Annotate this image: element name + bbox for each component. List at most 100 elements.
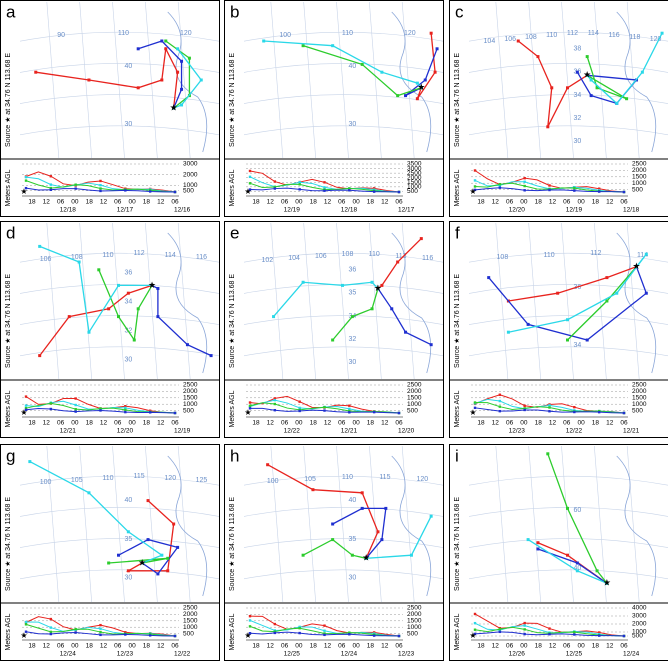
trajectory-marker [435,47,439,51]
trajectory-marker [311,488,315,492]
hour-label: 00 [128,420,136,427]
graticule [303,445,316,603]
graticule [303,1,316,159]
hour-label: 18 [86,420,94,427]
hour-label: 00 [520,643,528,650]
height-tick-label: 1500 [407,179,422,186]
height-marker [49,175,53,178]
hour-label: 06 [506,643,514,650]
panel-letter: i [455,446,459,465]
trajectory-marker [380,538,384,542]
hour-label: 18 [592,420,600,427]
hour-label: 18 [477,643,485,650]
map-label: 40 [348,63,356,70]
map-label: 35 [348,290,356,297]
graticule [243,475,444,486]
height-marker [348,404,351,407]
hour-label: 18 [367,199,375,206]
graticule [626,222,640,380]
height-marker [573,410,576,414]
trajectory-marker [301,280,305,284]
map-label: 110 [544,252,555,259]
height-marker [523,184,526,188]
height-marker [124,631,127,634]
height-tick-label: 2500 [407,605,422,612]
graticule [270,222,284,380]
trajectory-marker [272,315,276,319]
height-marker [74,397,77,400]
trajectory-marker [595,86,599,90]
height-marker [573,189,576,192]
trajectory-marker [262,39,266,43]
height-marker [573,186,576,190]
graticule [369,222,382,380]
trajectory-marker [404,330,408,334]
source-star: ★ [244,408,251,417]
trajectory-marker [390,307,394,311]
map-label: 110 [102,475,113,482]
trajectory-marker [536,547,540,551]
height-tick-label: 500 [183,407,194,414]
coastline [167,232,208,374]
height-marker [498,409,502,413]
height-marker [248,401,252,404]
map-label: 110 [342,474,353,481]
map-label: 32 [348,336,356,343]
graticule [19,252,220,263]
trajectory-marker [132,338,136,342]
height-tick-label: 500 [632,633,643,640]
map-label: 108 [342,251,354,258]
trajectory-marker [38,354,42,358]
height-marker [49,183,53,186]
y-axis-label: Meters AGL [454,613,461,650]
hour-label: 18 [86,199,94,206]
hour-label: 06 [395,199,403,206]
hour-label: 00 [71,643,79,650]
graticule [112,445,125,603]
hour-label: 12 [267,420,275,427]
hour-label: 18 [252,420,260,427]
hour-label: 00 [295,420,303,427]
height-marker [49,188,53,191]
height-marker [273,180,277,183]
height-marker [348,407,351,411]
trajectory-marker [526,322,530,326]
height-marker [24,623,28,626]
height-tick-label: 3000 [632,613,647,620]
trajectory-marker [350,553,354,557]
height-marker [173,411,177,415]
trajectory [332,288,379,341]
height-marker [523,180,526,183]
trajectory-marker [87,491,91,495]
hour-label: 12 [43,420,51,427]
height-marker [473,632,477,636]
map-label: 114 [165,252,176,259]
map-label: 108 [525,34,537,41]
graticule [468,284,668,294]
trajectory [377,288,432,346]
hour-label: 06 [57,199,65,206]
height-marker [148,634,152,637]
map-label: 110 [369,251,380,258]
height-marker [523,621,526,625]
trajectory-marker [350,315,354,319]
trajectory-marker [150,283,154,287]
source-star: ★ [138,557,146,567]
coastline [391,455,432,597]
hour-label: 18 [477,420,485,427]
height-marker [597,190,601,193]
height-marker [74,627,77,631]
map-label: 104 [484,38,496,45]
date-label: 12/22 [284,428,301,435]
hour-label: 06 [171,199,179,206]
graticule [561,222,574,380]
height-marker [173,634,177,638]
height-marker [298,631,301,635]
height-tick-label: 1500 [183,395,198,402]
trajectory-marker [160,553,164,557]
panel-letter: b [230,2,239,21]
height-marker [74,187,77,190]
height-marker [99,633,102,637]
height-marker [548,627,551,630]
